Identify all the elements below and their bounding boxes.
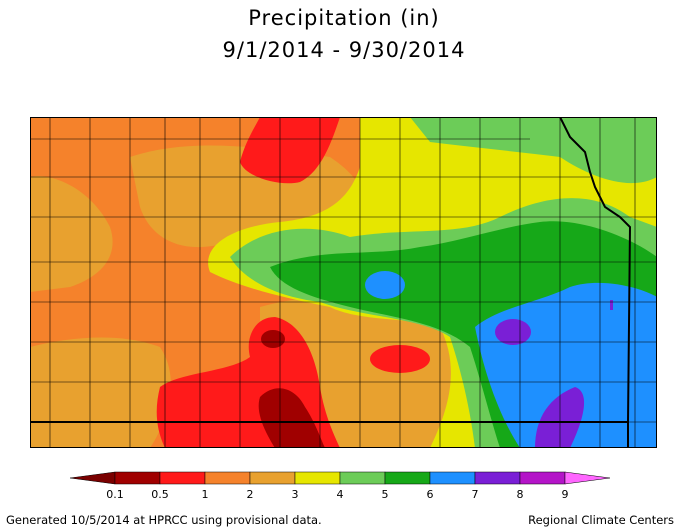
zone-darkred-2 [258,388,325,448]
zone-purple-spot [610,300,613,310]
legend-swatch [294,471,341,485]
generated-note: Generated 10/5/2014 at HPRCC using provi… [6,513,322,527]
legend-label: 8 [517,488,524,501]
legend-label: 3 [292,488,299,501]
zone-darkred-1 [261,330,285,348]
legend-swatch [474,471,521,485]
legend-swatch [114,471,161,485]
zone-tan-southwest [30,337,171,448]
legend-swatch [204,471,251,485]
zone-blue-central [365,271,405,299]
zone-tan-west [30,176,113,292]
color-scale-legend: 0.1 0.5 1 2 3 4 5 6 7 8 9 [69,471,611,501]
legend-swatch [429,471,476,485]
legend-swatch [249,471,296,485]
legend-label: 0.5 [151,488,169,501]
zone-purple-east [495,319,531,345]
legend-arrow-low [69,471,116,485]
legend-label: 1 [202,488,209,501]
map-canvas [30,117,657,448]
zone-purple-southeast [535,387,585,448]
legend-label: 7 [472,488,479,501]
legend-swatch [339,471,386,485]
legend-label: 2 [247,488,254,501]
zone-lightgreen-northeast [410,117,657,184]
county-lines [30,117,657,448]
legend-swatch [519,471,566,485]
map-frame [30,117,657,448]
legend-label: 9 [562,488,569,501]
legend-label: 5 [382,488,389,501]
precipitation-map [30,117,657,448]
map-date-range: 9/1/2014 - 9/30/2014 [222,38,466,62]
zone-red-north [240,117,340,184]
legend-swatch [159,471,206,485]
state-borders [30,117,632,448]
map-title: Precipitation (in) [248,6,440,30]
legend-swatch [384,471,431,485]
legend-arrow-high [564,471,611,485]
legend-label: 6 [427,488,434,501]
legend-label: 0.1 [106,488,124,501]
credit-label: Regional Climate Centers [528,513,674,527]
legend-label: 4 [337,488,344,501]
